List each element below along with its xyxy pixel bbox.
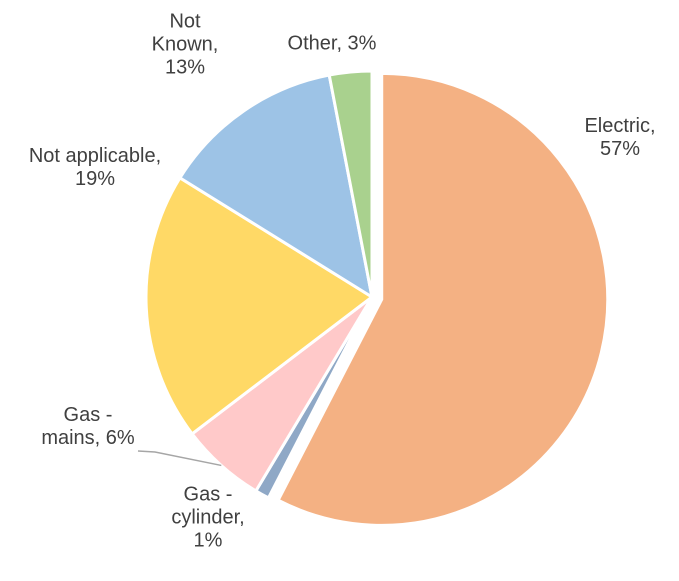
data-label: 19% xyxy=(75,168,115,190)
data-label: Known, xyxy=(152,33,219,55)
pie-slice xyxy=(327,69,374,298)
data-label: cylinder, xyxy=(171,506,244,528)
data-label: mains, 6% xyxy=(41,427,135,449)
data-label: 1% xyxy=(194,529,223,551)
pie-slice xyxy=(276,71,610,527)
data-label: Not xyxy=(169,10,201,32)
pie-slice xyxy=(177,73,375,301)
pie-slice xyxy=(144,175,375,436)
data-label: 57% xyxy=(600,138,640,160)
data-label: Gas - xyxy=(184,483,233,505)
data-label: Gas - xyxy=(64,404,113,426)
data-label: 13% xyxy=(165,56,205,78)
leader-line xyxy=(137,450,222,467)
data-label: Other, 3% xyxy=(288,32,377,54)
data-label: Not applicable, xyxy=(29,145,161,167)
data-label: Electric, xyxy=(584,115,655,137)
